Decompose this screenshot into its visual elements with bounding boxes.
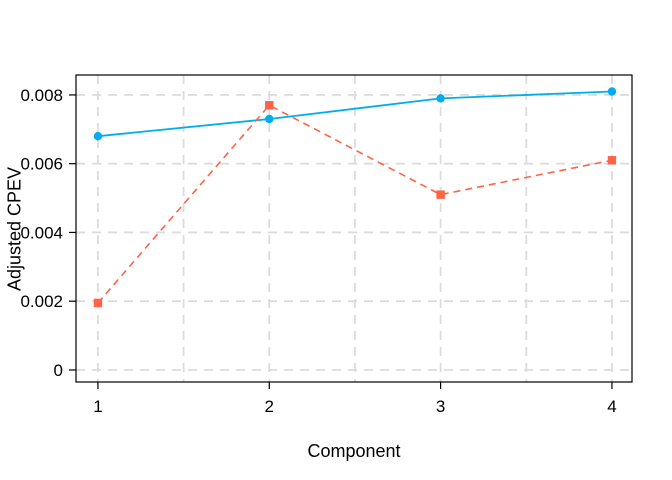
grid-lines — [76, 75, 632, 382]
x-tick-label: 4 — [607, 397, 616, 416]
y-tick-label: 0.004 — [20, 223, 63, 242]
y-tick-label: 0.002 — [20, 292, 63, 311]
series-circle — [93, 87, 617, 141]
plot-box — [75, 74, 633, 383]
data-point-circle — [265, 114, 274, 124]
data-point-circle — [93, 131, 103, 141]
x-axis: 1 2 3 4 — [93, 382, 617, 416]
x-tick-label: 1 — [93, 397, 102, 416]
series-line — [97, 90, 612, 138]
data-point-square — [265, 101, 274, 110]
y-tick-label: 0.008 — [20, 86, 63, 105]
x-tick-label: 3 — [436, 397, 445, 416]
y-axis: 0 0.002 0.004 0.006 0.008 — [20, 86, 76, 380]
series-square — [93, 101, 617, 308]
y-tick-label: 0.006 — [20, 155, 63, 174]
x-axis-title: Component — [307, 441, 401, 461]
data-point-square — [607, 156, 617, 165]
data-point-circle — [436, 94, 445, 103]
y-tick-label: 0 — [54, 361, 63, 380]
x-tick-label: 2 — [265, 397, 274, 416]
y-axis-title: Adjusted CPEV — [4, 166, 25, 292]
data-point-square — [436, 190, 445, 199]
data-point-circle — [607, 87, 617, 96]
data-point-square — [93, 298, 103, 308]
series-line — [97, 104, 613, 304]
